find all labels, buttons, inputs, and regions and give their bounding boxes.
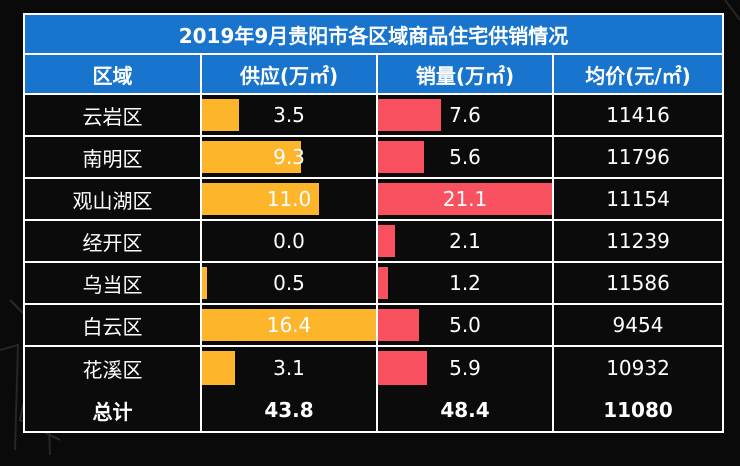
supply-value: 0.5 — [273, 271, 305, 295]
price-value: 9454 — [612, 313, 664, 337]
sales-value: 5.0 — [449, 313, 481, 337]
district-name: 南明区 — [25, 137, 202, 177]
table-body: 云岩区 3.5 7.6 11416 南明区 9.3 5.6 11796 观山湖区 11.0 21.1… — [25, 95, 722, 389]
total-supply: 43.8 — [202, 389, 378, 431]
supply-value: 3.5 — [273, 103, 305, 127]
sales-cell: 7.6 — [378, 95, 554, 135]
price-value: 11416 — [606, 103, 670, 127]
sales-cell: 1.2 — [378, 263, 554, 303]
district-name: 乌当区 — [25, 263, 202, 303]
district-name: 云岩区 — [25, 95, 202, 135]
supply-bar — [202, 183, 319, 215]
sales-bar — [378, 225, 395, 257]
supply-value: 3.1 — [273, 356, 305, 380]
supply-value: 11.0 — [266, 187, 312, 211]
header-row: 区域 供应(万㎡) 销量(万㎡) 均价(元/㎡) — [25, 55, 722, 95]
header-sales: 销量(万㎡) — [378, 55, 554, 93]
sales-value: 5.6 — [449, 145, 481, 169]
district-name: 白云区 — [25, 305, 202, 345]
district-name: 花溪区 — [25, 347, 202, 389]
price-value: 11796 — [606, 145, 670, 169]
sales-cell: 5.0 — [378, 305, 554, 345]
supply-bar — [202, 141, 301, 173]
table-row: 乌当区 0.5 1.2 11586 — [25, 263, 722, 305]
header-district: 区域 — [25, 55, 202, 93]
table-row: 南明区 9.3 5.6 11796 — [25, 137, 722, 179]
supply-value: 0.0 — [273, 229, 305, 253]
sales-bar — [378, 183, 552, 215]
header-supply: 供应(万㎡) — [202, 55, 378, 93]
table-row: 经开区 0.0 2.1 11239 — [25, 221, 722, 263]
sales-cell: 2.1 — [378, 221, 554, 261]
price-value: 11239 — [606, 229, 670, 253]
total-price: 11080 — [603, 398, 673, 422]
price-value: 10932 — [606, 356, 670, 380]
sales-bar — [378, 351, 427, 385]
supply-sales-table: 2019年9月贵阳市各区域商品住宅供销情况 区域 供应(万㎡) 销量(万㎡) 均… — [23, 13, 724, 433]
supply-value: 16.4 — [266, 313, 312, 337]
district-name: 观山湖区 — [25, 179, 202, 219]
supply-cell: 3.1 — [202, 347, 378, 389]
district-name: 经开区 — [25, 221, 202, 261]
supply-bar — [202, 309, 376, 341]
price-value: 11586 — [606, 271, 670, 295]
sales-bar — [378, 141, 424, 173]
sales-bar — [378, 267, 388, 299]
sales-bar — [378, 99, 441, 131]
sales-value: 7.6 — [449, 103, 481, 127]
sales-value: 1.2 — [449, 271, 481, 295]
price-value: 11154 — [606, 187, 670, 211]
supply-cell: 0.5 — [202, 263, 378, 303]
table-row: 花溪区 3.1 5.9 10932 — [25, 347, 722, 389]
table-title: 2019年9月贵阳市各区域商品住宅供销情况 — [25, 15, 722, 55]
supply-bar — [202, 351, 235, 385]
supply-cell: 11.0 — [202, 179, 378, 219]
sales-value: 21.1 — [442, 187, 488, 211]
sales-cell: 21.1 — [378, 179, 554, 219]
sales-value: 2.1 — [449, 229, 481, 253]
supply-value: 9.3 — [273, 145, 305, 169]
total-row: 总计 43.8 48.4 11080 — [25, 389, 722, 431]
sales-cell: 5.6 — [378, 137, 554, 177]
supply-cell: 9.3 — [202, 137, 378, 177]
sales-bar — [378, 309, 419, 341]
supply-cell: 16.4 — [202, 305, 378, 345]
table-row: 云岩区 3.5 7.6 11416 — [25, 95, 722, 137]
supply-cell: 3.5 — [202, 95, 378, 135]
total-sales: 48.4 — [378, 389, 554, 431]
table-row: 白云区 16.4 5.0 9454 — [25, 305, 722, 347]
supply-bar — [202, 267, 207, 299]
header-price: 均价(元/㎡) — [585, 63, 691, 88]
supply-bar — [202, 99, 239, 131]
supply-cell: 0.0 — [202, 221, 378, 261]
table-row: 观山湖区 11.0 21.1 11154 — [25, 179, 722, 221]
total-label: 总计 — [25, 389, 202, 431]
sales-cell: 5.9 — [378, 347, 554, 389]
sales-value: 5.9 — [449, 356, 481, 380]
